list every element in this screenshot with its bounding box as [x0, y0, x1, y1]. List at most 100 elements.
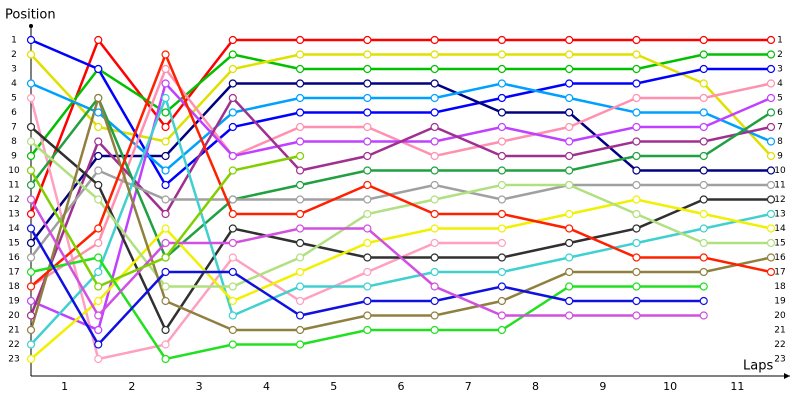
position-marker	[161, 137, 170, 146]
position-marker	[497, 195, 507, 204]
position-marker	[565, 267, 574, 277]
position-marker	[94, 311, 103, 320]
position-line	[30, 51, 772, 288]
position-marker	[632, 195, 641, 204]
position-marker	[363, 151, 372, 161]
position-marker	[430, 267, 439, 277]
position-marker	[497, 296, 507, 306]
position-marker	[699, 151, 708, 161]
position-marker	[228, 282, 237, 291]
position-marker	[430, 209, 439, 219]
position-marker	[26, 224, 36, 233]
position-marker	[430, 93, 439, 103]
position-marker	[632, 166, 641, 175]
position-marker	[161, 64, 170, 74]
position-marker	[766, 93, 776, 103]
y-tick-label-right: 5	[777, 94, 783, 104]
position-marker	[363, 224, 372, 233]
position-marker	[430, 311, 439, 320]
position-marker	[632, 108, 641, 117]
position-marker	[497, 50, 507, 59]
x-tick-label: 9	[599, 380, 606, 393]
position-marker	[632, 151, 641, 161]
position-marker	[565, 93, 574, 103]
position-marker	[228, 79, 237, 88]
position-marker	[766, 238, 776, 248]
position-marker	[497, 282, 507, 291]
position-marker	[766, 180, 776, 190]
position-marker	[430, 151, 439, 161]
position-marker	[26, 296, 36, 306]
position-marker	[699, 108, 708, 117]
position-marker	[565, 151, 574, 161]
position-marker	[363, 311, 372, 320]
position-marker	[699, 93, 708, 103]
position-marker	[632, 64, 641, 74]
position-marker	[26, 35, 36, 45]
position-marker	[295, 340, 305, 349]
position-marker	[94, 35, 103, 45]
position-line	[30, 95, 772, 260]
position-line	[30, 140, 771, 288]
position-marker	[565, 282, 574, 291]
position-marker	[26, 282, 36, 291]
position-marker	[295, 166, 305, 175]
position-marker	[363, 93, 372, 103]
position-marker	[430, 325, 439, 335]
position-marker	[295, 325, 305, 335]
position-marker	[430, 64, 439, 74]
position-marker	[699, 311, 708, 320]
axis-end	[29, 24, 33, 28]
position-marker	[295, 267, 305, 277]
y-tick-label: 15	[8, 239, 19, 249]
position-marker	[430, 238, 439, 248]
x-axis-title: Laps	[743, 359, 773, 374]
position-marker	[228, 325, 237, 335]
position-marker	[699, 180, 708, 190]
position-marker	[363, 282, 372, 291]
position-marker	[161, 340, 170, 349]
position-marker	[430, 296, 439, 306]
position-marker	[565, 35, 574, 45]
position-marker	[565, 108, 574, 117]
y-tick-label-right: 1	[777, 36, 783, 46]
y-tick-label-right: 8	[777, 137, 783, 147]
position-marker	[766, 50, 776, 59]
position-marker	[565, 296, 574, 306]
position-marker	[565, 253, 574, 262]
position-marker	[497, 209, 507, 219]
y-tick-label: 11	[8, 181, 19, 191]
position-marker	[430, 166, 439, 175]
position-marker	[228, 108, 237, 117]
y-tick-label-right: 23	[774, 355, 785, 365]
position-marker	[161, 151, 170, 161]
x-tick-label: 10	[663, 380, 677, 393]
position-marker	[94, 296, 103, 306]
position-marker	[161, 122, 170, 132]
x-tick-label: 6	[398, 380, 405, 393]
position-marker	[565, 238, 574, 248]
position-marker	[94, 166, 103, 175]
position-marker	[699, 282, 708, 291]
y-tick-label-right: 22	[774, 340, 785, 350]
x-tick-label: 4	[263, 380, 270, 393]
position-marker	[26, 50, 36, 59]
y-tick-label-right: 6	[777, 108, 783, 118]
position-marker	[295, 238, 305, 248]
position-marker	[94, 340, 103, 349]
position-marker	[766, 151, 776, 161]
y-tick-label: 1	[11, 36, 17, 46]
y-tick-label: 3	[11, 65, 17, 75]
position-marker	[699, 35, 708, 45]
position-marker	[766, 195, 776, 204]
position-marker	[94, 354, 103, 364]
position-marker	[766, 224, 776, 233]
position-line	[30, 53, 772, 157]
position-marker	[363, 122, 372, 132]
position-marker	[295, 35, 305, 45]
position-marker	[26, 354, 36, 364]
position-marker	[161, 354, 170, 364]
position-marker	[430, 122, 439, 132]
position-marker	[430, 282, 439, 291]
position-marker	[295, 180, 305, 190]
